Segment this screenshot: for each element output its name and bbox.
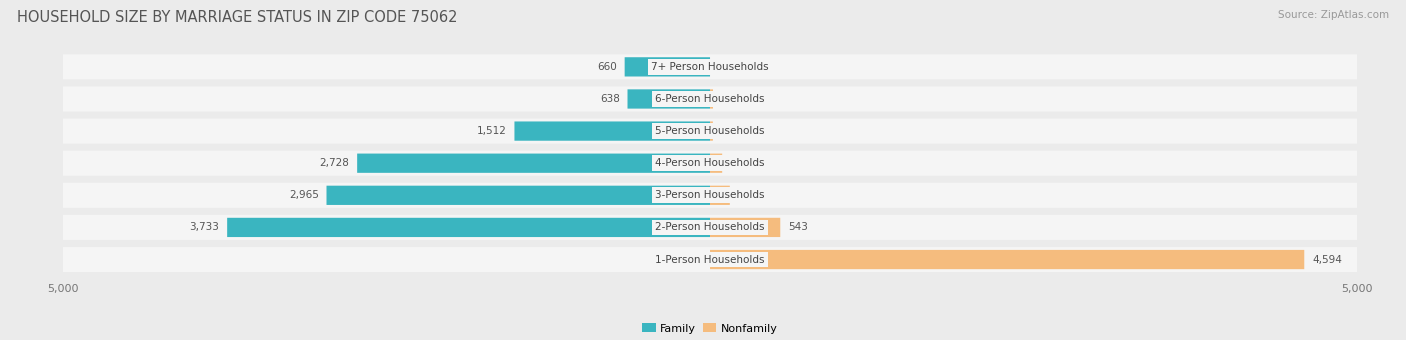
FancyBboxPatch shape	[62, 86, 1358, 112]
Text: 23: 23	[721, 94, 734, 104]
FancyBboxPatch shape	[710, 250, 1305, 269]
Text: 1-Person Households: 1-Person Households	[655, 255, 765, 265]
Text: 543: 543	[787, 222, 808, 233]
FancyBboxPatch shape	[710, 89, 713, 108]
FancyBboxPatch shape	[62, 183, 1358, 208]
FancyBboxPatch shape	[710, 186, 730, 205]
Text: 660: 660	[598, 62, 617, 72]
Text: 4-Person Households: 4-Person Households	[655, 158, 765, 168]
Text: 7+ Person Households: 7+ Person Households	[651, 62, 769, 72]
FancyBboxPatch shape	[515, 121, 710, 141]
Text: HOUSEHOLD SIZE BY MARRIAGE STATUS IN ZIP CODE 75062: HOUSEHOLD SIZE BY MARRIAGE STATUS IN ZIP…	[17, 10, 457, 25]
Text: 1,512: 1,512	[477, 126, 506, 136]
Text: 94: 94	[730, 158, 744, 168]
Text: 4,594: 4,594	[1312, 255, 1341, 265]
Text: 638: 638	[600, 94, 620, 104]
FancyBboxPatch shape	[62, 54, 1358, 79]
FancyBboxPatch shape	[710, 218, 780, 237]
FancyBboxPatch shape	[62, 119, 1358, 143]
FancyBboxPatch shape	[710, 154, 723, 173]
Legend: Family, Nonfamily: Family, Nonfamily	[638, 319, 782, 338]
Text: 2-Person Households: 2-Person Households	[655, 222, 765, 233]
FancyBboxPatch shape	[228, 218, 710, 237]
Text: 2,965: 2,965	[288, 190, 319, 200]
FancyBboxPatch shape	[627, 89, 710, 108]
Text: 3,733: 3,733	[190, 222, 219, 233]
FancyBboxPatch shape	[624, 57, 710, 76]
FancyBboxPatch shape	[62, 215, 1358, 240]
Text: 153: 153	[738, 190, 758, 200]
FancyBboxPatch shape	[710, 121, 713, 141]
Text: 2,728: 2,728	[319, 158, 350, 168]
Text: 6-Person Households: 6-Person Households	[655, 94, 765, 104]
FancyBboxPatch shape	[62, 151, 1358, 176]
Text: 3-Person Households: 3-Person Households	[655, 190, 765, 200]
FancyBboxPatch shape	[326, 186, 710, 205]
FancyBboxPatch shape	[357, 154, 710, 173]
FancyBboxPatch shape	[62, 247, 1358, 272]
Text: 5-Person Households: 5-Person Households	[655, 126, 765, 136]
Text: Source: ZipAtlas.com: Source: ZipAtlas.com	[1278, 10, 1389, 20]
Text: 22: 22	[721, 126, 734, 136]
